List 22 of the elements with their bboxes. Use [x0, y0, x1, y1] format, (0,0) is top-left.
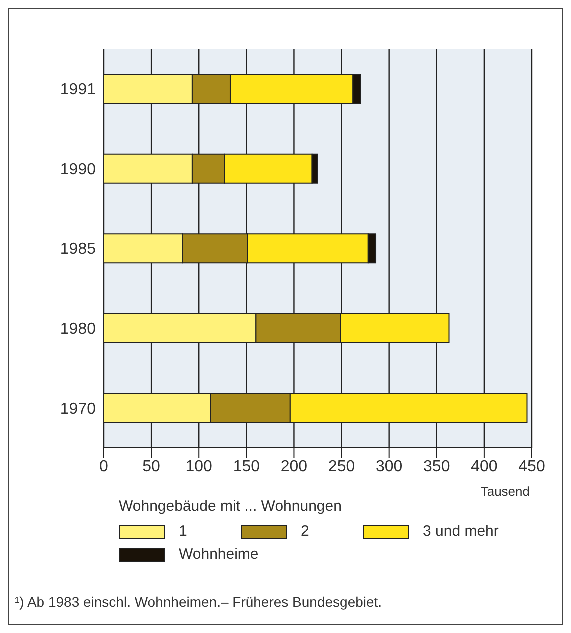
x-tick-label: 50	[142, 458, 161, 476]
x-tick-label: 150	[233, 458, 260, 476]
legend-title: Wohngebäude mit ... Wohnungen	[119, 498, 343, 515]
legend-label: Wohnheime	[179, 546, 259, 563]
x-tick-label: 0	[100, 458, 109, 476]
x-tick-label: 100	[186, 458, 213, 476]
text: ¹) Ab 1983 einschl. Wohnheimen.– Früheres Bundesgebiet.	[15, 594, 382, 610]
x-tick-label: 250	[328, 458, 356, 476]
x-tick-label: 350	[424, 458, 450, 476]
y-tick-label: 1990	[60, 161, 96, 178]
legend-label: 1	[179, 523, 188, 540]
legend-label: 3 und mehr	[423, 523, 499, 540]
x-tick-label: 200	[280, 458, 308, 476]
y-tick-label: 1985	[60, 241, 96, 258]
x-axis-title: Tausend	[480, 484, 530, 499]
x-tick-label: 300	[376, 458, 403, 476]
legend-label: 2	[301, 523, 310, 540]
y-tick-label: 1991	[60, 82, 96, 99]
x-tick-label: 450	[518, 458, 546, 476]
y-tick-label: 1970	[60, 400, 96, 418]
y-tick-label: 1980	[60, 320, 96, 338]
x-tick-label: 400	[471, 458, 498, 476]
